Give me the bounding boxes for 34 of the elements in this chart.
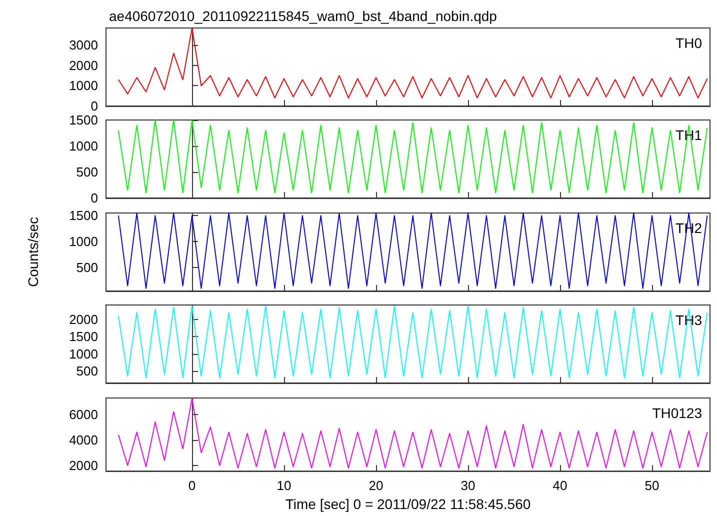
- x-tick-label: 40: [552, 478, 568, 493]
- line-series: [118, 305, 708, 379]
- y-tick-label: 2000: [69, 312, 98, 328]
- series-label: TH0123: [652, 404, 702, 421]
- y-tick-label: 1500: [69, 208, 98, 223]
- y-tick-label: 500: [76, 364, 98, 379]
- y-tick-label: 1000: [69, 346, 98, 362]
- y-tick-label: 1000: [69, 78, 98, 94]
- line-series: [118, 397, 708, 468]
- y-tick-label: 1500: [69, 329, 98, 344]
- y-axis-title: Counts/sec: [25, 216, 41, 287]
- y-tick-label: 3000: [69, 38, 98, 53]
- x-tick-label: 30: [460, 478, 476, 493]
- y-tick-label: 1500: [69, 112, 98, 128]
- y-tick-label: 4000: [69, 432, 98, 447]
- chart-title: ae406072010_20110922115845_wam0_bst_4band_nobin.qdp: [109, 8, 498, 24]
- x-tick-label: 20: [368, 478, 384, 493]
- y-tick-label: 1000: [69, 234, 98, 249]
- y-tick-label: 2000: [69, 458, 98, 473]
- y-tick-label: 500: [76, 164, 98, 180]
- x-tick-label: 50: [644, 478, 660, 493]
- series-label: TH0: [676, 35, 702, 51]
- line-series: [118, 120, 708, 194]
- line-series: [118, 28, 708, 98]
- y-tick-label: 2000: [69, 58, 98, 73]
- y-tick-label: 6000: [69, 406, 98, 422]
- x-tick-label: 10: [276, 478, 292, 493]
- y-tick-label: 500: [76, 260, 98, 275]
- y-tick-label: 1000: [69, 138, 98, 154]
- y-tick-label: 0: [90, 98, 98, 114]
- x-tick-label: 0: [188, 478, 196, 493]
- x-axis-title: Time [sec] 0 = 2011/09/22 11:58:45.560: [285, 496, 531, 512]
- line-series: [118, 212, 708, 289]
- y-tick-label: 0: [90, 190, 98, 206]
